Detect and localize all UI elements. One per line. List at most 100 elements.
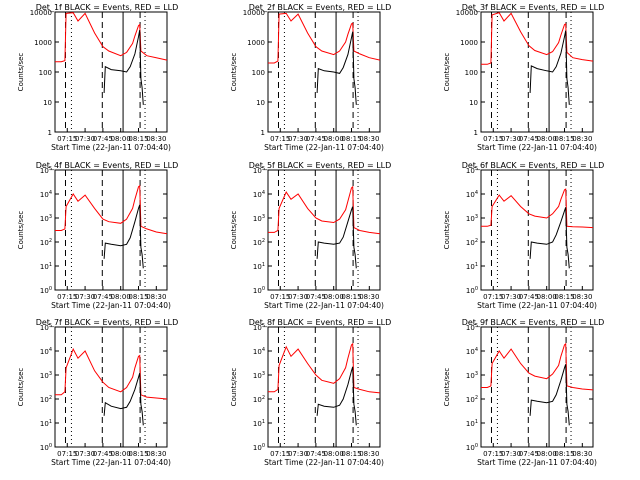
x-tick-label: 07:45 — [519, 450, 539, 458]
x-tick-label: 07:30 — [501, 135, 521, 143]
events-rate-line — [103, 204, 144, 269]
y-tick-exponent: 4 — [262, 347, 265, 353]
x-tick-label: 08:00 — [537, 293, 557, 301]
y-tick-exponent: 2 — [475, 395, 478, 401]
lld-rate-line — [481, 188, 594, 229]
x-tick-label: 08:15 — [341, 450, 361, 458]
chart-title: Det_9f BLACK = Events, RED = LLD — [462, 318, 605, 327]
x-tick-label: 08:30 — [146, 293, 166, 301]
detector-panel: Det_2f BLACK = Events, RED = LLD 1 10 100 10… — [230, 3, 391, 152]
y-axis-label: Counts/sec — [17, 368, 25, 407]
y-tick-exponent: 2 — [475, 238, 478, 244]
y-tick-exponent: 3 — [262, 214, 265, 220]
lld-rate-line — [268, 342, 381, 394]
x-tick-label: 08:15 — [128, 135, 148, 143]
y-tick-exponent: 2 — [49, 238, 52, 244]
y-axis-label: Counts/sec — [443, 53, 451, 92]
y-tick-label: 1 — [48, 129, 52, 137]
y-tick-label: 105 — [466, 323, 478, 332]
events-rate-line — [529, 364, 570, 426]
x-tick-label: 07:30 — [501, 293, 521, 301]
x-tick-label: 07:45 — [519, 293, 539, 301]
y-tick-label: 101 — [466, 262, 478, 271]
x-tick-label: 07:30 — [288, 293, 308, 301]
y-tick-exponent: 2 — [262, 395, 265, 401]
y-tick-label: 10000 — [243, 9, 265, 17]
chart-title: Det_7f BLACK = Events, RED = LLD — [36, 318, 179, 327]
x-tick-label: 08:15 — [554, 135, 574, 143]
y-axis-label: Counts/sec — [443, 211, 451, 250]
detector-panel: Det_3f BLACK = Events, RED = LLD 1 10 100 10… — [443, 3, 604, 152]
y-tick-exponent: 4 — [49, 347, 52, 353]
x-tick-label: 08:00 — [537, 135, 557, 143]
y-tick-label: 10000 — [456, 9, 478, 17]
y-tick-exponent: 1 — [475, 262, 478, 268]
y-axis-label: Counts/sec — [17, 211, 25, 250]
y-tick-label: 100 — [252, 69, 265, 77]
y-tick-label: 103 — [253, 371, 265, 380]
y-tick-label: 103 — [40, 371, 52, 380]
y-axis-label: Counts/sec — [17, 53, 25, 92]
y-tick-exponent: 5 — [49, 166, 52, 172]
x-tick-label: 07:45 — [519, 135, 539, 143]
y-tick-label: 105 — [40, 166, 52, 175]
events-rate-line — [103, 372, 144, 426]
y-tick-label: 101 — [40, 262, 52, 271]
y-tick-exponent: 1 — [262, 262, 265, 268]
x-tick-label: 08:30 — [572, 135, 592, 143]
x-axis-label: Start Time (22-Jan-11 07:04:40) — [477, 458, 597, 467]
x-tick-label: 07:30 — [75, 135, 95, 143]
y-tick-label: 104 — [253, 190, 265, 199]
x-axis-label: Start Time (22-Jan-11 07:04:40) — [264, 301, 384, 310]
x-tick-label: 07:30 — [75, 450, 95, 458]
y-tick-exponent: 1 — [49, 419, 52, 425]
events-rate-line — [529, 30, 570, 105]
y-tick-label: 104 — [466, 190, 478, 199]
y-tick-label: 100 — [40, 286, 52, 295]
y-tick-label: 102 — [40, 395, 52, 404]
detector-panel: Det_6f BLACK = Events, RED = LLD10010110… — [443, 161, 604, 310]
y-tick-label: 104 — [253, 347, 265, 356]
x-tick-label: 07:15 — [270, 450, 290, 458]
x-tick-label: 08:00 — [537, 450, 557, 458]
y-tick-label: 102 — [253, 395, 265, 404]
x-axis-label: Start Time (22-Jan-11 07:04:40) — [477, 143, 597, 152]
y-tick-exponent: 0 — [475, 443, 478, 449]
y-tick-label: 100 — [253, 443, 265, 452]
y-tick-exponent: 4 — [49, 190, 52, 196]
x-tick-label: 07:15 — [270, 293, 290, 301]
x-tick-label: 07:45 — [306, 293, 326, 301]
events-rate-line — [103, 30, 144, 105]
y-tick-label: 105 — [40, 323, 52, 332]
y-tick-label: 100 — [253, 286, 265, 295]
y-tick-label: 10 — [256, 99, 265, 107]
chart-title: Det_6f BLACK = Events, RED = LLD — [462, 161, 605, 170]
plot-frame — [54, 326, 168, 448]
y-tick-label: 100 — [466, 443, 478, 452]
x-tick-label: 07:15 — [270, 135, 290, 143]
x-axis-label: Start Time (22-Jan-11 07:04:40) — [51, 458, 171, 467]
y-tick-label: 103 — [253, 214, 265, 223]
y-tick-label: 101 — [253, 262, 265, 271]
y-tick-label: 102 — [466, 238, 478, 247]
y-tick-label: 103 — [40, 214, 52, 223]
lld-rate-line — [268, 12, 381, 64]
y-tick-exponent: 0 — [475, 286, 478, 292]
x-tick-label: 08:15 — [554, 450, 574, 458]
y-tick-label: 1 — [261, 129, 265, 137]
events-rate-line — [316, 366, 357, 426]
x-tick-label: 08:30 — [359, 293, 379, 301]
x-tick-label: 08:15 — [341, 135, 361, 143]
x-tick-label: 07:45 — [306, 450, 326, 458]
y-tick-exponent: 1 — [262, 419, 265, 425]
plot-frame — [480, 169, 594, 291]
lld-rate-line — [268, 185, 381, 235]
y-tick-label: 100 — [39, 69, 52, 77]
y-tick-exponent: 4 — [262, 190, 265, 196]
y-tick-exponent: 3 — [262, 371, 265, 377]
y-tick-label: 103 — [466, 214, 478, 223]
y-axis-label: Counts/sec — [230, 211, 238, 250]
x-tick-label: 08:30 — [146, 135, 166, 143]
x-axis-label: Start Time (22-Jan-11 07:04:40) — [264, 143, 384, 152]
y-tick-label: 100 — [40, 443, 52, 452]
